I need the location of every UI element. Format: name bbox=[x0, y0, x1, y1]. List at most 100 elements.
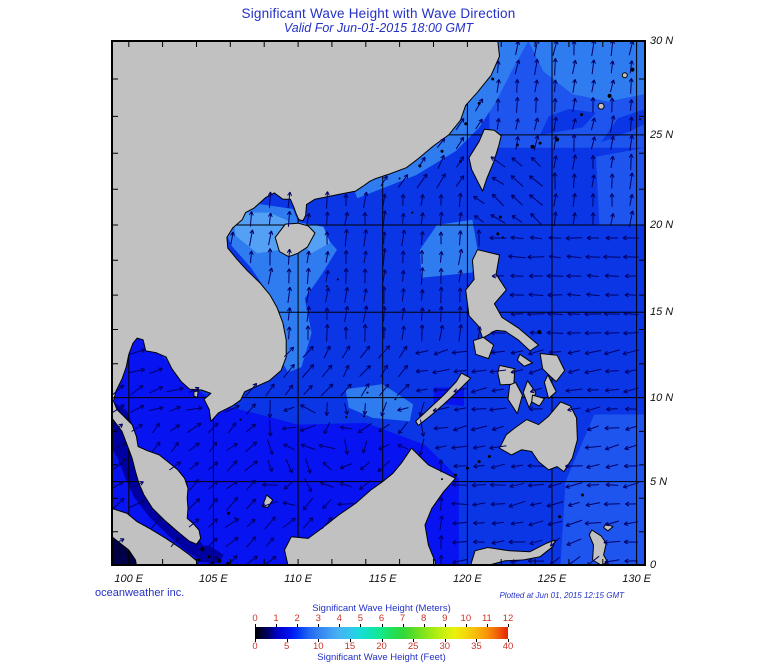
lat-label-30: 30 N bbox=[650, 34, 674, 47]
island-dot bbox=[123, 458, 126, 461]
lon-label-110: 110 E bbox=[284, 573, 313, 585]
lat-label-25: 25 N bbox=[650, 128, 674, 141]
ocean-patch-nw-luzon bbox=[419, 219, 478, 278]
island-dot bbox=[394, 398, 397, 401]
colorbar-feet-stub bbox=[444, 639, 446, 642]
colorbar-meters-stub bbox=[486, 624, 488, 627]
colorbar-meters-tick-2: 2 bbox=[294, 613, 300, 624]
colorbar-feet-tick-20: 20 bbox=[376, 641, 387, 652]
island-dot bbox=[207, 555, 211, 559]
ocean-patch-nesea-light bbox=[528, 41, 645, 102]
island-dot bbox=[200, 547, 205, 552]
colorbar-feet-tick-10: 10 bbox=[312, 641, 324, 652]
land-bohol bbox=[531, 394, 545, 407]
island-dot bbox=[440, 149, 444, 153]
island-dot bbox=[477, 460, 481, 464]
land-leyte bbox=[543, 374, 557, 399]
colorbar-meters-tick-9: 9 bbox=[442, 613, 448, 624]
ocean-patch-tonkin-core bbox=[233, 212, 290, 254]
island-dot bbox=[621, 72, 628, 79]
plotted-timestamp: Plotted at Jun 01, 2015 12:15 GMT bbox=[499, 591, 624, 600]
island-dot bbox=[345, 416, 348, 419]
island-dot bbox=[558, 515, 562, 519]
lat-label-5: 5 N bbox=[650, 475, 668, 488]
colorbar-feet-stub bbox=[413, 639, 415, 642]
ocean-patch-rightedge-medium bbox=[596, 147, 645, 225]
island-dot bbox=[597, 102, 605, 110]
lon-label-130: 130 E bbox=[622, 573, 652, 585]
island-dot bbox=[336, 278, 339, 281]
colorbar-meters-stub bbox=[255, 624, 256, 627]
island-dot bbox=[498, 215, 502, 219]
island-dot bbox=[630, 67, 635, 72]
colorbar-meters-tick-8: 8 bbox=[421, 613, 427, 624]
colorbar-title-meters: Significant Wave Height (Meters) bbox=[312, 603, 451, 614]
land-masbate bbox=[516, 353, 533, 367]
land-mindoro bbox=[472, 336, 495, 360]
land-cebu bbox=[522, 380, 537, 409]
island-dot bbox=[398, 177, 401, 180]
island-dot bbox=[581, 493, 584, 497]
island-dot bbox=[325, 285, 328, 288]
colorbar-feet-stub bbox=[476, 639, 478, 642]
island-dot bbox=[239, 418, 242, 421]
colorbar-feet-tick-0: 0 bbox=[252, 641, 258, 652]
colorbar-meters-stub bbox=[444, 624, 446, 627]
colorbar-feet-tick-30: 30 bbox=[439, 641, 451, 652]
island-dot bbox=[530, 144, 535, 149]
colorbar-feet-tick-5: 5 bbox=[283, 641, 290, 652]
lat-label-0: 0 bbox=[650, 559, 657, 571]
island-dot bbox=[197, 558, 201, 562]
colorbar-feet-tick-35: 35 bbox=[471, 641, 482, 652]
land-negros bbox=[507, 381, 523, 415]
lat-label-15: 15 N bbox=[650, 306, 674, 319]
lon-label-125: 125 E bbox=[537, 573, 567, 585]
island-dot bbox=[441, 478, 443, 481]
map-frame bbox=[111, 40, 646, 566]
lon-label-100: 100 E bbox=[114, 573, 144, 585]
island-dot bbox=[465, 466, 469, 470]
colorbar-feet-tick-40: 40 bbox=[502, 641, 514, 652]
colorbar-feet-tick-15: 15 bbox=[344, 641, 356, 652]
colorbar-feet-stub bbox=[508, 639, 509, 642]
colorbar-meters-tick-12: 12 bbox=[502, 613, 514, 624]
land-borneo bbox=[284, 447, 456, 565]
island-dot bbox=[538, 141, 542, 145]
land-halmahera bbox=[588, 529, 609, 565]
lon-label-120: 120 E bbox=[452, 573, 482, 585]
colorbar-feet-stub bbox=[318, 639, 320, 642]
land-asia-mainland bbox=[112, 41, 500, 545]
ocean-patch-ecs-royal-2 bbox=[601, 109, 645, 143]
colorbar-gradient bbox=[255, 627, 508, 639]
land-sulawesi-north bbox=[470, 539, 556, 565]
colorbar-meters-stub bbox=[402, 624, 404, 627]
land-panay bbox=[497, 364, 516, 386]
island-dot bbox=[580, 113, 584, 117]
colorbar-meters-stub bbox=[276, 624, 278, 627]
colorbar-meters-tick-1: 1 bbox=[273, 613, 279, 624]
lat-label-10: 10 N bbox=[650, 391, 674, 404]
colorbar-meters-stub bbox=[339, 624, 341, 627]
colorbar-meters-tick-0: 0 bbox=[252, 613, 258, 624]
land-taiwan bbox=[468, 128, 502, 192]
colorbar-feet-tick-25: 25 bbox=[407, 641, 419, 652]
colorbar-meters-stub bbox=[508, 624, 509, 627]
lon-label-105: 105 E bbox=[199, 573, 228, 585]
credit-text: oceanweather inc. bbox=[95, 587, 185, 599]
page-title: Significant Wave Height with Wave Direct… bbox=[241, 6, 516, 21]
island-dot bbox=[639, 118, 641, 121]
colorbar-feet-stub bbox=[381, 639, 383, 642]
island-dot bbox=[496, 232, 500, 236]
colorbar-meters-stub bbox=[318, 624, 320, 627]
colorbar-meters-stub bbox=[381, 624, 383, 627]
island-dot bbox=[411, 211, 414, 214]
lat-label-20: 20 N bbox=[650, 219, 674, 231]
colorbar-meters-tick-10: 10 bbox=[460, 613, 472, 624]
island-dot bbox=[366, 391, 369, 394]
page-subtitle: Valid For Jun-01-2015 18:00 GMT bbox=[283, 21, 474, 35]
land-luzon bbox=[465, 249, 539, 352]
island-dot bbox=[487, 455, 491, 458]
